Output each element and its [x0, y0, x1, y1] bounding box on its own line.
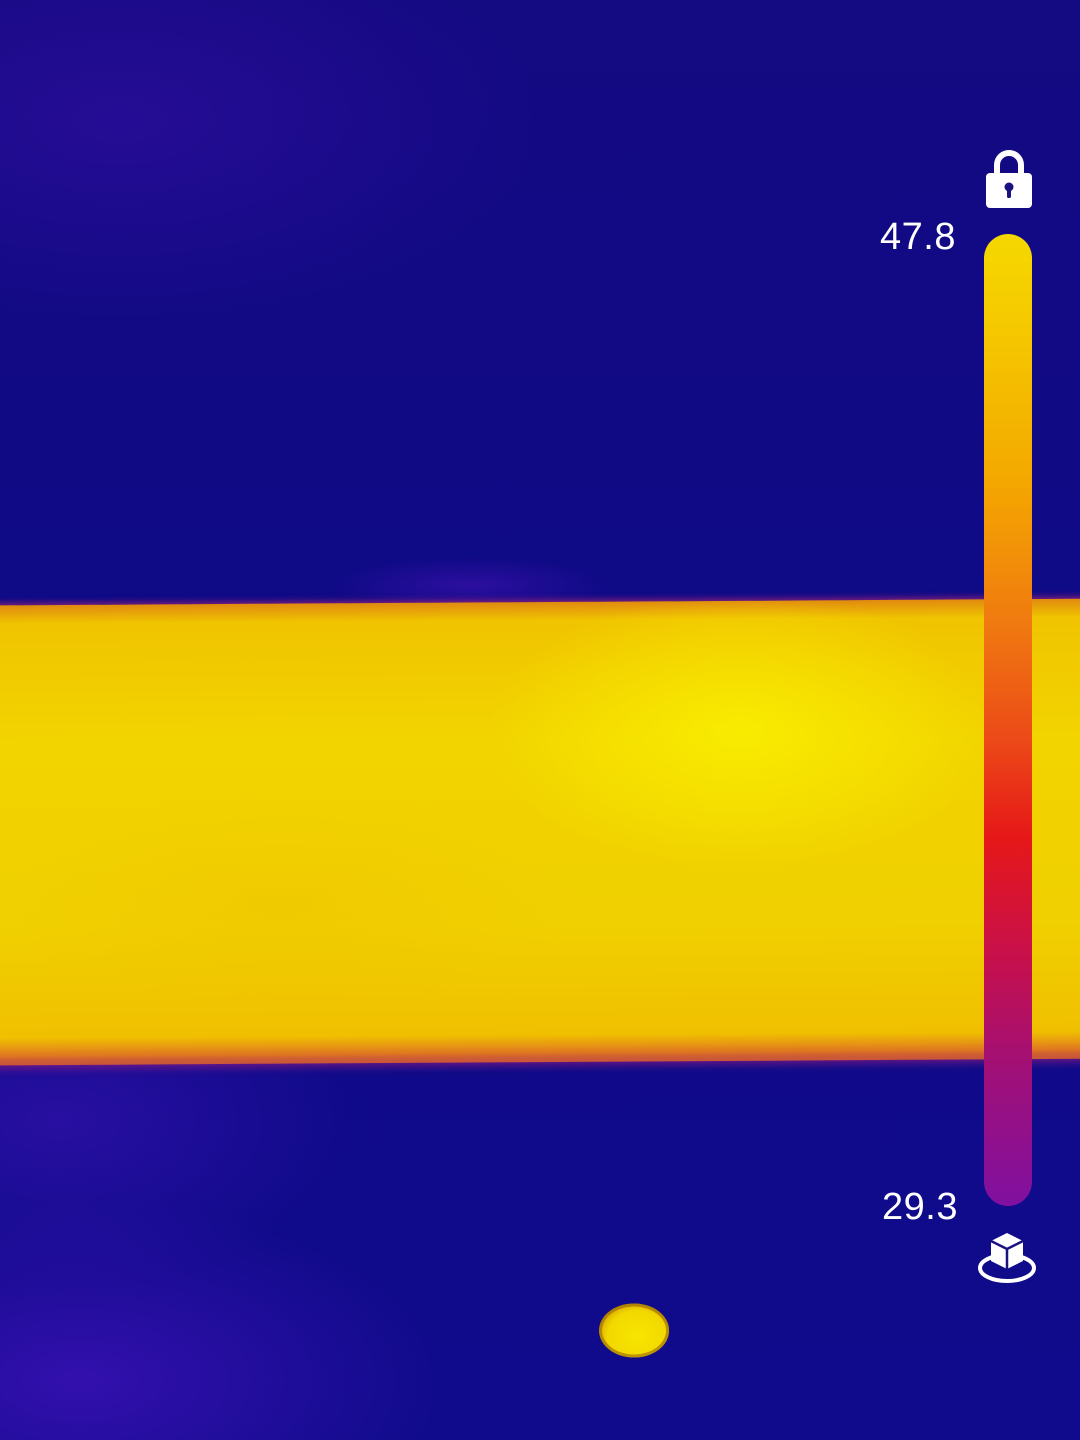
- min-temperature-label[interactable]: 29.3: [882, 1186, 958, 1228]
- temperature-scale: 47.8 29.3: [870, 140, 1080, 1300]
- max-temperature-label[interactable]: 47.8: [880, 216, 956, 258]
- palette-color-bar[interactable]: [984, 234, 1032, 1206]
- lock-icon[interactable]: [983, 148, 1035, 210]
- cube-icon[interactable]: [976, 1230, 1038, 1286]
- rivet-hotspot: [599, 1303, 670, 1358]
